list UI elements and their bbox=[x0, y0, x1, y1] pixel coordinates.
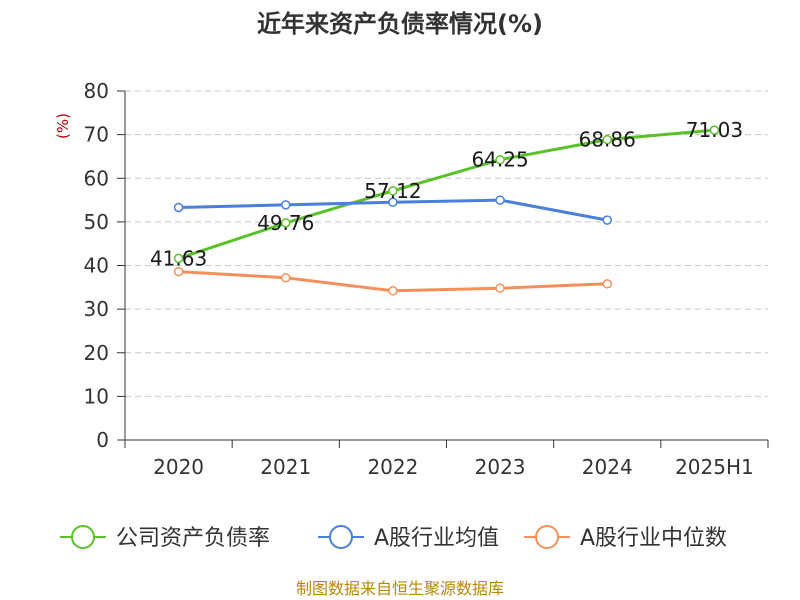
x-tick-label-2021: 2021 bbox=[260, 455, 311, 479]
y-tick-label-10: 10 bbox=[84, 384, 109, 408]
legend-marker-0 bbox=[71, 525, 95, 549]
axes: 0 10 20 30 40 50 60 70 80 2020 2021 2022 2023 2024 202… bbox=[84, 79, 769, 479]
data-label-2022: 57.12 bbox=[364, 179, 421, 203]
y-tick-label-0: 0 bbox=[96, 428, 109, 452]
x-tick-label-2024: 2024 bbox=[582, 455, 633, 479]
legend-item-2[interactable]: A股行业中位数 bbox=[524, 525, 727, 551]
y-tick-label-70: 70 bbox=[84, 123, 109, 147]
y-tick-label-60: 60 bbox=[84, 166, 109, 190]
data-point-s1-2023[interactable] bbox=[495, 195, 505, 205]
y-tick-label-50: 50 bbox=[84, 210, 109, 234]
x-tick-label-2025H1: 2025H1 bbox=[675, 455, 754, 479]
data-point-s2-2023[interactable] bbox=[495, 283, 505, 293]
legend-label-0: 公司资产负债率 bbox=[116, 526, 270, 551]
y-tick-label-40: 40 bbox=[84, 254, 109, 278]
legend-item-1[interactable]: A股行业均值 bbox=[318, 525, 499, 551]
series-group bbox=[173, 125, 720, 296]
data-label-2023: 64.25 bbox=[471, 148, 528, 172]
data-point-s1-2024[interactable] bbox=[602, 215, 612, 225]
data-point-s2-2022[interactable] bbox=[388, 286, 398, 296]
legend-label-2: A股行业中位数 bbox=[580, 526, 727, 551]
series-line-0 bbox=[178, 128, 715, 260]
data-labels: 41.63 49.76 57.12 64.25 68.86 71.03 bbox=[150, 118, 743, 270]
data-point-s0-2021[interactable] bbox=[281, 218, 291, 228]
chart-title: 近年来资产负债率情况(%) bbox=[257, 10, 543, 38]
data-label-2024: 68.86 bbox=[579, 128, 636, 152]
legend-label-1: A股行业均值 bbox=[374, 526, 499, 551]
y-tick-label-20: 20 bbox=[84, 341, 109, 365]
data-label-2025H1: 71.03 bbox=[686, 118, 743, 142]
legend-marker-2 bbox=[535, 525, 559, 549]
data-label-2021: 49.76 bbox=[257, 211, 314, 235]
legend-item-0[interactable]: 公司资产负债率 bbox=[60, 525, 270, 551]
data-point-s0-2025H1[interactable] bbox=[709, 125, 720, 135]
y-axis-unit: (%) bbox=[54, 113, 72, 139]
data-point-s0-2022[interactable] bbox=[388, 186, 398, 196]
data-point-s2-2021[interactable] bbox=[281, 272, 291, 283]
data-label-2020: 41.63 bbox=[150, 246, 207, 270]
x-tick-label-2023: 2023 bbox=[475, 455, 526, 479]
data-point-s1-2020[interactable] bbox=[173, 202, 184, 213]
data-point-s2-2024[interactable] bbox=[602, 279, 612, 289]
y-tick-label-30: 30 bbox=[84, 297, 109, 321]
x-tick-label-2020: 2020 bbox=[153, 455, 204, 479]
legend[interactable]: 公司资产负债率 A股行业均值 A股行业中位数 bbox=[60, 525, 727, 551]
data-point-s0-2024[interactable] bbox=[602, 134, 612, 145]
data-point-s2-2020[interactable] bbox=[173, 266, 184, 277]
data-point-s0-2020[interactable] bbox=[173, 253, 184, 264]
data-point-s0-2023[interactable] bbox=[495, 154, 505, 165]
data-point-s1-2022[interactable] bbox=[388, 197, 398, 207]
data-point-s1-2021[interactable] bbox=[281, 200, 291, 210]
legend-marker-1 bbox=[329, 525, 353, 549]
source-note: 制图数据来自恒生聚源数据库 bbox=[296, 579, 504, 598]
y-tick-label-80: 80 bbox=[84, 79, 109, 103]
x-tick-label-2022: 2022 bbox=[367, 455, 418, 479]
